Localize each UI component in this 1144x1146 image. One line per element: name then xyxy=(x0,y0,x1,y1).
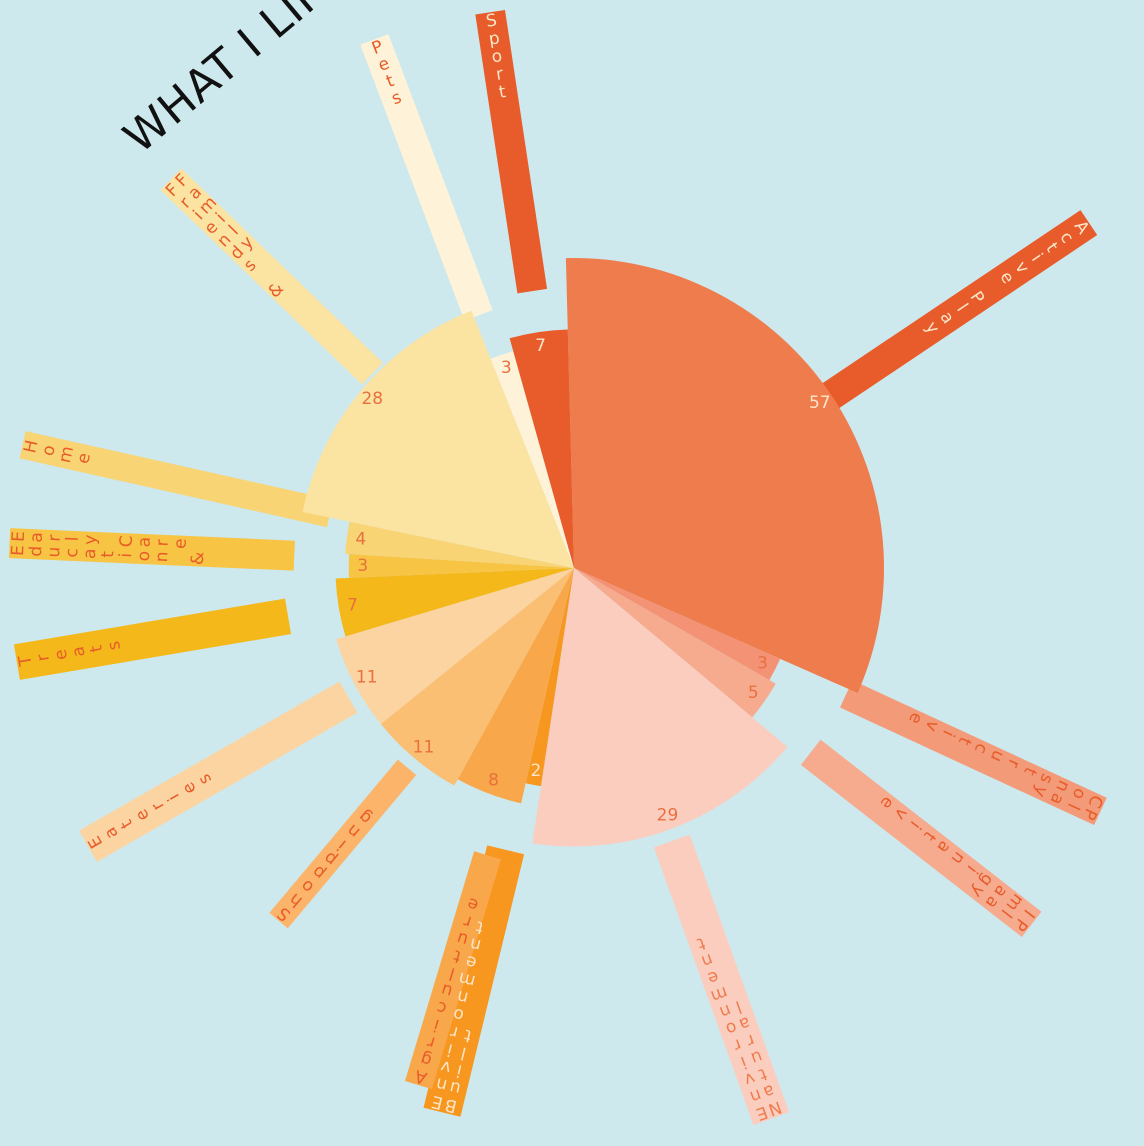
category-label-text: Constructive xyxy=(904,709,1107,811)
category-label-home: Home xyxy=(20,436,96,468)
category-rays xyxy=(8,10,1107,1126)
category-label-shopping: Shopping xyxy=(274,806,376,925)
slice-home xyxy=(345,521,574,568)
value-label-friends-and-family: 28 xyxy=(361,389,383,409)
ray-constructive-play xyxy=(840,680,1107,826)
value-label-agriculture: 8 xyxy=(488,771,499,791)
value-label-active-play: 57 xyxy=(809,393,831,413)
ray-pets xyxy=(360,34,493,321)
ray-treats xyxy=(13,598,292,680)
ray-friends-and-family xyxy=(160,168,383,385)
slice-imaginative-play xyxy=(574,568,776,718)
slice-sport xyxy=(509,329,574,568)
slice-treats xyxy=(335,568,574,637)
value-label-home: 4 xyxy=(355,530,366,550)
value-label-sport: 7 xyxy=(535,336,546,356)
slice-shopping xyxy=(380,568,574,786)
ray-sport xyxy=(475,10,548,294)
value-label-eateries: 11 xyxy=(356,667,378,687)
category-label-text: Environment xyxy=(427,915,490,1113)
category-label-text: Home xyxy=(20,436,96,468)
ray-imaginative-play xyxy=(800,739,1042,937)
slice-eateries xyxy=(336,568,574,724)
value-label-pets: 3 xyxy=(501,358,512,378)
category-label-eateries: Eateries xyxy=(84,770,216,852)
category-label-text: Treats xyxy=(15,638,125,668)
slice-constructive-play xyxy=(574,568,781,681)
value-label-constructive-play: 3 xyxy=(757,653,768,673)
category-label-text: Shopping xyxy=(274,806,376,925)
slice-natural-environment xyxy=(532,568,788,847)
category-label-text: Friends & xyxy=(161,179,288,302)
value-label-built-environment: 2 xyxy=(530,761,541,781)
pie-wedges xyxy=(302,258,884,847)
category-label-sport: Sport xyxy=(485,10,509,103)
category-label-text: Sport xyxy=(485,10,509,103)
category-label-text: Eateries xyxy=(84,770,216,852)
value-label-natural-environment: 29 xyxy=(657,805,679,825)
value-label-imaginative-play: 5 xyxy=(748,683,759,703)
category-label-text: Active Play xyxy=(920,217,1093,338)
value-label-education-and-early-care: 3 xyxy=(357,556,368,576)
ray-agriculture xyxy=(404,851,501,1090)
chart-title: WHAT I LIKE TO DO xyxy=(114,0,484,163)
slice-pets xyxy=(490,351,574,568)
category-label-text: Imaginative xyxy=(874,790,1042,926)
ray-education-and-early-care xyxy=(8,528,295,571)
category-label-text: Early Care xyxy=(9,530,191,550)
slice-education-and-early-care xyxy=(348,554,574,578)
ray-active-play xyxy=(789,210,1098,431)
slice-active-play xyxy=(565,258,884,693)
category-label-education-and-early-care: Education &Early Care xyxy=(8,530,208,566)
value-label-shopping: 11 xyxy=(413,738,435,758)
ray-shopping xyxy=(269,759,417,929)
category-label-active-play: Active Play xyxy=(920,217,1093,338)
ray-built-environment xyxy=(423,845,525,1117)
category-label-text: Education & xyxy=(8,543,208,565)
slice-agriculture xyxy=(457,568,574,804)
value-label-treats: 7 xyxy=(347,595,358,615)
ray-home xyxy=(19,431,334,528)
category-label-text: Built xyxy=(443,1024,476,1116)
slice-friends-and-family xyxy=(302,310,574,568)
category-label-treats: Treats xyxy=(15,638,125,668)
category-label-text: Family xyxy=(169,168,260,256)
slice-built-environment xyxy=(525,568,574,787)
ray-eateries xyxy=(79,681,358,862)
ray-natural-environment xyxy=(653,834,790,1126)
